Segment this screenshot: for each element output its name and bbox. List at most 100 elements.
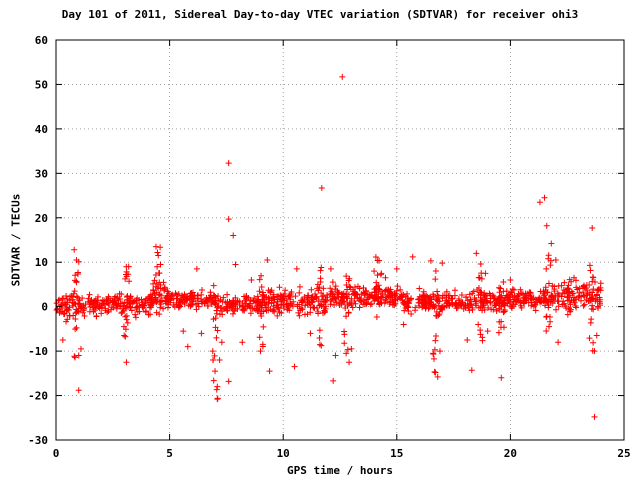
data-point [71,353,78,360]
data-point [543,313,550,320]
data-point [492,302,499,309]
data-point [477,289,484,296]
data-point [343,273,350,280]
data-point [293,265,300,272]
data-point [239,304,246,311]
data-point [348,345,355,352]
data-point [386,299,393,306]
data-point [527,295,534,302]
data-point [346,300,353,307]
data-point [258,272,265,279]
data-point [536,199,543,206]
data-point [587,319,594,326]
data-point [575,294,582,301]
data-point [123,359,130,366]
data-point [416,295,423,302]
data-point [214,303,221,310]
data-point [335,289,342,296]
data-point [317,279,324,286]
data-point [105,308,112,315]
data-point [464,297,471,304]
data-point [391,302,398,309]
data-point [256,304,263,311]
data-point [317,267,324,274]
data-point [356,285,363,292]
data-point [259,296,266,303]
data-point [484,328,491,335]
data-point [63,318,70,325]
data-point [580,289,587,296]
data-point [393,287,400,294]
data-point [163,295,170,302]
data-point [292,293,299,300]
data-point [555,339,562,346]
data-point [214,383,221,390]
data-point [317,301,324,308]
data-point [251,297,258,304]
data-point [81,313,88,320]
data-point [482,270,489,277]
data-point [207,294,214,301]
data-point [439,292,446,299]
data-point [461,302,468,309]
data-point [215,298,222,305]
data-point [307,304,314,311]
data-point [327,301,334,308]
data-point [573,304,580,311]
data-point [92,301,99,308]
data-point [371,268,378,275]
data-point [347,284,354,291]
data-point [547,257,554,264]
data-point [373,314,380,321]
data-point [164,288,171,295]
data-point [477,331,484,338]
data-point [319,293,326,300]
data-point [224,291,231,298]
data-point [555,298,562,305]
data-point [209,356,216,363]
data-point [553,306,560,313]
data-point [256,276,263,283]
data-point [57,308,64,315]
data-point [509,286,516,293]
data-point [167,296,174,303]
data-point [496,284,503,291]
data-point [351,298,358,305]
data-point [72,354,79,361]
data-point [463,293,470,300]
data-point [153,299,160,306]
data-point [315,308,322,315]
data-point [431,368,438,375]
data-point [415,296,422,303]
data-point [360,284,367,291]
data-point [597,280,604,287]
data-point [430,350,437,357]
data-point [210,282,217,289]
data-point [258,283,265,290]
data-point [184,343,191,350]
data-point [401,298,408,305]
data-point [305,299,312,306]
data-point [541,194,548,201]
data-point [133,304,140,311]
data-point [580,302,587,309]
data-point [125,263,132,270]
data-point [56,296,63,303]
data-point [75,387,82,394]
data-point [587,291,594,298]
data-point [217,311,223,318]
data-point [490,306,497,313]
data-point [149,300,156,307]
data-point [416,285,423,292]
data-point [190,295,197,302]
data-point [375,298,382,305]
data-point [349,304,356,311]
data-point [119,309,126,316]
data-point [308,286,315,293]
data-point [382,288,389,295]
data-point [392,300,399,307]
data-point [161,286,168,293]
data-point [582,285,589,292]
plot-frame [55,39,625,441]
data-point [456,299,463,306]
